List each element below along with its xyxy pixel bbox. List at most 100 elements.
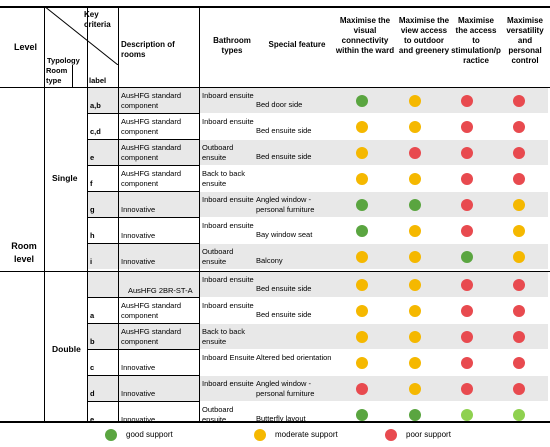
row-label: f: [90, 179, 93, 188]
rating-dot-moderate: [356, 357, 368, 369]
row-label: c: [90, 363, 95, 372]
row-bathroom-type: Inboard Ensuite: [202, 353, 255, 362]
row-divider: [87, 191, 199, 192]
row-special-feature: Angled window - personal furniture: [256, 379, 315, 398]
row-label: a: [90, 311, 95, 320]
room-type-header: Room type: [46, 66, 68, 85]
row-bathroom-type: Inboard ensuite: [202, 275, 254, 284]
rating-dot-poor: [461, 383, 473, 395]
row-special-feature: Bed ensuite side: [256, 152, 312, 161]
rating-dot-moderate: [356, 147, 368, 159]
rating-dot-poor: [513, 331, 525, 343]
rating-dot-moderate: [356, 305, 368, 317]
rating-dot-moderate: [356, 331, 368, 343]
col-divider-room-type: [87, 6, 88, 421]
label-header: label: [89, 76, 107, 85]
rating-dot-moderate: [356, 279, 368, 291]
special-header: Special feature: [268, 40, 326, 49]
row-bathroom-type: Inboard ensuite: [202, 301, 254, 310]
row-bathroom-type: Outboard ensuite: [202, 143, 234, 162]
row-divider: [87, 297, 199, 298]
rating-dot-moderate: [409, 357, 421, 369]
rating-dot-good: [356, 409, 368, 421]
rating-dot-poor: [356, 383, 368, 395]
row-bathroom-type: Inboard ensuite: [202, 379, 254, 388]
rating-dot-good: [356, 95, 368, 107]
rating-dot-poor: [461, 121, 473, 133]
row-label: d: [90, 389, 95, 398]
row-special-feature: Bed ensuite side: [256, 126, 312, 135]
top-rule: [0, 6, 550, 8]
rating-dot-poor: [461, 199, 473, 211]
room-type-single: Single: [52, 173, 78, 183]
row-bathroom-type: Inboard ensuite: [202, 221, 254, 230]
row-description: AusHFG standard component: [121, 169, 182, 188]
row-description: Innovative: [121, 415, 156, 424]
row-description: AusHFG 2BR-ST-A: [128, 286, 193, 295]
row-bathroom-type: Inboard ensuite: [202, 117, 254, 126]
row-label: e: [90, 415, 95, 424]
row-special-feature: Altered bed orientation: [256, 353, 332, 362]
rating-dot-poor: [513, 121, 525, 133]
rating-dot-moderate: [409, 331, 421, 343]
header-diagonal: [44, 6, 118, 65]
row-bathroom-type: Inboard ensuite: [202, 195, 254, 204]
header-rule: [0, 87, 550, 88]
key-criteria-header: Key criteria: [84, 10, 111, 29]
row-description: AusHFG standard component: [121, 117, 182, 136]
row-divider: [87, 113, 199, 114]
rating-dot-moderate: [409, 173, 421, 185]
rating-dot-moderate: [409, 225, 421, 237]
rating-dot-moderate: [409, 383, 421, 395]
rating-dot-moderate: [409, 279, 421, 291]
rating-dot-moderate: [356, 173, 368, 185]
header-sub-divider: [72, 65, 73, 87]
row-divider: [87, 165, 199, 166]
rating-dot-poor: [461, 331, 473, 343]
rating-dot-good: [356, 225, 368, 237]
rating-dot-poor: [461, 173, 473, 185]
rating-dot-moderate: [409, 95, 421, 107]
description-header: Description of rooms: [121, 40, 175, 59]
row-special-feature: Angled window - personal furniture: [256, 195, 315, 214]
row-bathroom-type: Back to back ensuite: [202, 327, 245, 346]
rating-dot-light-good: [461, 409, 473, 421]
row-description: Innovative: [121, 231, 156, 240]
rating-dot-poor: [513, 173, 525, 185]
rating-dot-moderate: [409, 305, 421, 317]
col-divider-description: [199, 6, 200, 421]
rating-dot-good: [461, 251, 473, 263]
row-divider: [87, 349, 199, 350]
row-label: g: [90, 205, 95, 214]
rating-dot-poor: [461, 305, 473, 317]
rating-dot-poor: [461, 147, 473, 159]
row-label: h: [90, 231, 95, 240]
rating-dot-poor: [513, 147, 525, 159]
row-label: i: [90, 257, 93, 266]
row-description: Innovative: [121, 363, 156, 372]
row-special-feature: Balcony: [256, 256, 283, 265]
rating-dot-poor: [513, 357, 525, 369]
row-description: AusHFG standard component: [121, 143, 182, 162]
row-label: b: [90, 337, 95, 346]
rating-dot-moderate: [356, 121, 368, 133]
row-description: AusHFG standard component: [121, 301, 182, 320]
criterion-4-header: Maximise versatility and personal contro…: [506, 16, 544, 65]
row-label: e: [90, 153, 95, 162]
room-level-label: Room level: [11, 241, 37, 264]
row-description: Innovative: [121, 205, 156, 214]
rating-dot-light-good: [513, 409, 525, 421]
typology-header: Typology: [47, 56, 80, 65]
row-special-feature: Bay window seat: [256, 230, 313, 239]
rating-dot-poor: [513, 383, 525, 395]
group-divider: [0, 271, 550, 272]
rating-dot-good: [409, 199, 421, 211]
row-divider: [87, 323, 199, 324]
rating-dot-poor: [461, 225, 473, 237]
rating-dot-poor: [513, 95, 525, 107]
rating-dot-moderate: [409, 121, 421, 133]
rating-dot-moderate: [513, 199, 525, 211]
row-description: Innovative: [121, 257, 156, 266]
rating-dot-moderate: [513, 251, 525, 263]
row-special-feature: Bed ensuite side: [256, 284, 312, 293]
